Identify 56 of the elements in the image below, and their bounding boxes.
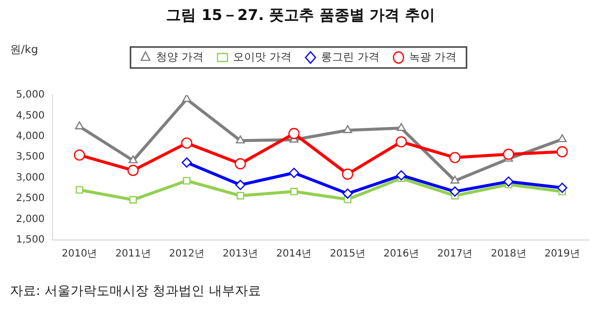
y-tick-label: 4,000	[16, 131, 45, 142]
legend-label: 녹광 가격	[408, 50, 456, 64]
x-tick-label: 2013년	[222, 248, 258, 260]
point	[290, 188, 298, 196]
chart-title: 그림 15－27. 풋고추 품종별 가격 추이	[165, 6, 436, 25]
y-tick-label: 2,500	[16, 193, 45, 204]
point	[76, 186, 84, 194]
point	[288, 168, 300, 178]
point	[558, 134, 567, 142]
x-tick-label: 2019년	[544, 248, 580, 260]
y-tick-label: 4,500	[16, 110, 45, 122]
legend-label: 오이맛 가격	[233, 50, 292, 64]
x-tick-label: 2015년	[330, 248, 366, 260]
point	[74, 121, 84, 130]
point	[182, 176, 191, 185]
legend-label: 롱그린 가격	[321, 50, 380, 64]
y-tick-label: 3,500	[16, 152, 45, 163]
point	[556, 146, 568, 158]
point	[450, 186, 460, 197]
point	[450, 176, 460, 184]
y-axis-title: 원/kg	[10, 42, 38, 57]
x-tick-label: 2012년	[168, 248, 204, 260]
x-tick-label: 2010년	[62, 248, 98, 260]
y-tick-label: 3,000	[16, 172, 45, 184]
x-tick-label: 2017년	[437, 248, 473, 260]
point	[342, 188, 353, 199]
text: 자료: 서울가락도매시장 청과법인 내부자료	[10, 283, 261, 300]
point	[449, 152, 461, 164]
point	[343, 125, 352, 134]
x-tick-label: 2016년	[384, 248, 419, 260]
point	[396, 136, 407, 148]
point	[236, 135, 245, 144]
point	[396, 170, 406, 180]
point	[236, 192, 244, 200]
point	[396, 123, 406, 131]
point	[288, 128, 300, 140]
point	[129, 196, 137, 204]
x-tick-label: 2011년	[115, 248, 151, 260]
legend-label: 청양 가격	[156, 50, 204, 64]
point	[235, 180, 246, 190]
point	[557, 182, 568, 193]
point	[234, 158, 246, 170]
x-tick-label: 2018년	[490, 248, 526, 260]
y-tick-label: 2,000	[16, 214, 45, 225]
point	[503, 176, 514, 187]
point	[74, 149, 86, 161]
point	[181, 137, 192, 149]
y-tick-label: 1,500	[16, 234, 45, 246]
point	[502, 148, 514, 160]
point	[127, 164, 139, 176]
y-tick-label: 5,000	[16, 90, 45, 101]
point	[342, 168, 354, 180]
point	[128, 155, 138, 164]
point	[182, 157, 192, 168]
x-tick-label: 2014년	[276, 248, 312, 260]
point	[182, 95, 192, 102]
